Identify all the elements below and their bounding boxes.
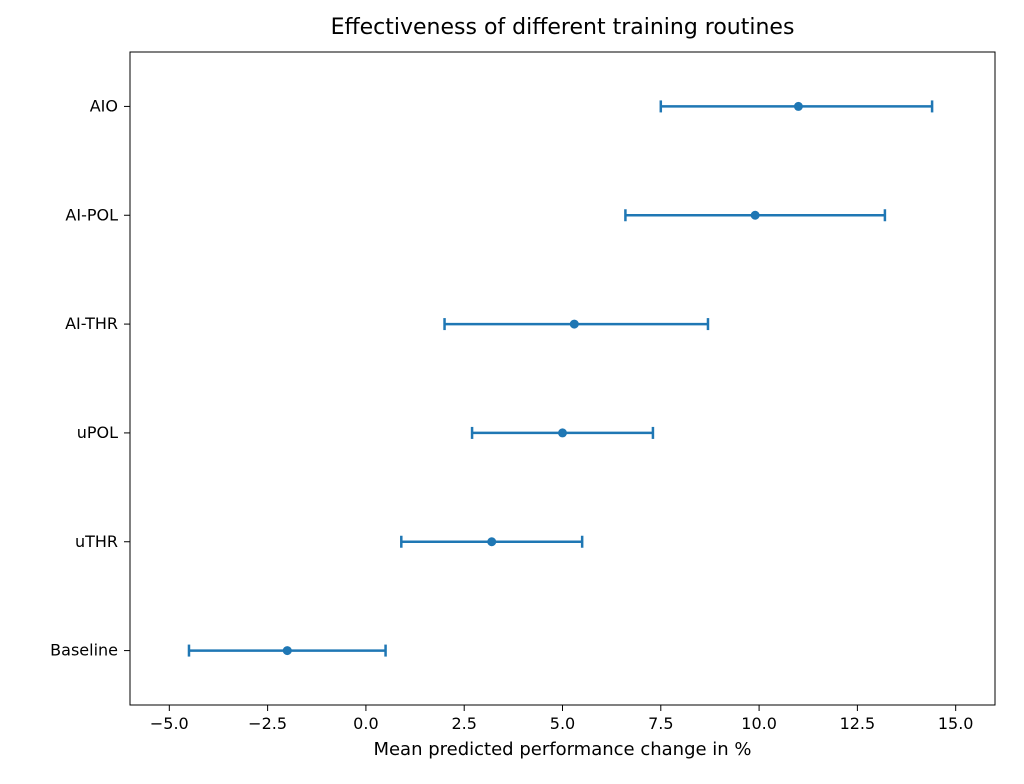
x-tick-label: 5.0 — [550, 714, 575, 733]
chart-container: −5.0 −2.5 0.0 2.5 5.0 7.5 10.0 12.5 15.0 Mean pre… — [0, 0, 1024, 784]
errorbar-chart: −5.0 −2.5 0.0 2.5 5.0 7.5 10.0 12.5 15.0 Mean pre… — [0, 0, 1024, 784]
x-tick-label: 12.5 — [840, 714, 876, 733]
plot-frame — [130, 52, 995, 705]
x-tick-label: 10.0 — [741, 714, 777, 733]
y-tick-label: uTHR — [75, 532, 118, 551]
y-tick-label: Baseline — [50, 641, 118, 660]
chart-title: Effectiveness of different training rout… — [331, 15, 795, 40]
errorbar-marker — [794, 102, 802, 110]
errorbar-marker — [488, 538, 496, 546]
x-tick-label: 7.5 — [648, 714, 673, 733]
x-tick-label: 2.5 — [451, 714, 476, 733]
y-tick-label: AIO — [90, 96, 118, 115]
y-tick-label: AI-POL — [65, 205, 118, 224]
x-tick-label: −2.5 — [248, 714, 287, 733]
errorbar-marker — [283, 647, 291, 655]
y-tick-label: AI-THR — [65, 314, 118, 333]
x-tick-label: −5.0 — [150, 714, 189, 733]
x-axis-label: Mean predicted performance change in % — [373, 739, 751, 760]
y-tick-label: uPOL — [77, 423, 118, 442]
x-tick-label: 15.0 — [938, 714, 974, 733]
x-tick-label: 0.0 — [353, 714, 378, 733]
errorbar-marker — [751, 211, 759, 219]
errorbar-marker — [570, 320, 578, 328]
errorbar-marker — [559, 429, 567, 437]
